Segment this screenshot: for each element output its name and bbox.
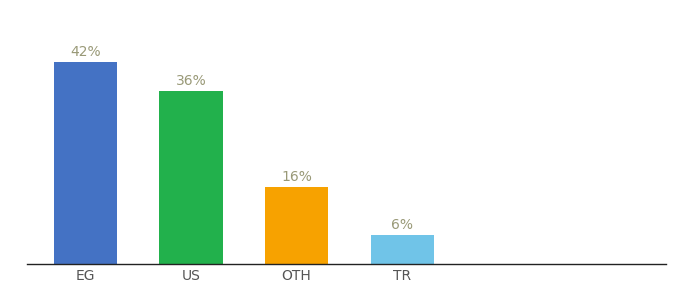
Text: 36%: 36% xyxy=(175,74,206,88)
Text: 6%: 6% xyxy=(391,218,413,232)
Text: 42%: 42% xyxy=(70,45,101,59)
Text: 16%: 16% xyxy=(281,170,312,184)
Bar xyxy=(371,235,434,264)
Bar xyxy=(265,187,328,264)
Bar xyxy=(159,91,222,264)
Bar xyxy=(54,62,117,264)
